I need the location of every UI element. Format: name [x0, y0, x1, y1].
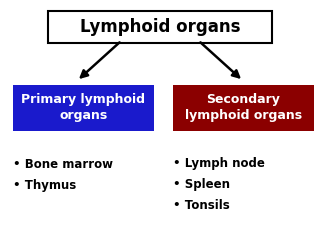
FancyBboxPatch shape: [13, 86, 154, 130]
Text: Secondary
lymphoid organs: Secondary lymphoid organs: [185, 94, 302, 122]
Text: Lymphoid organs: Lymphoid organs: [80, 18, 240, 36]
Text: • Bone marrow
• Thymus: • Bone marrow • Thymus: [13, 158, 113, 193]
Text: • Lymph node
• Spleen
• Tonsils: • Lymph node • Spleen • Tonsils: [173, 157, 265, 212]
Text: Primary lymphoid
organs: Primary lymphoid organs: [21, 94, 145, 122]
FancyBboxPatch shape: [173, 86, 314, 130]
FancyBboxPatch shape: [48, 11, 272, 43]
